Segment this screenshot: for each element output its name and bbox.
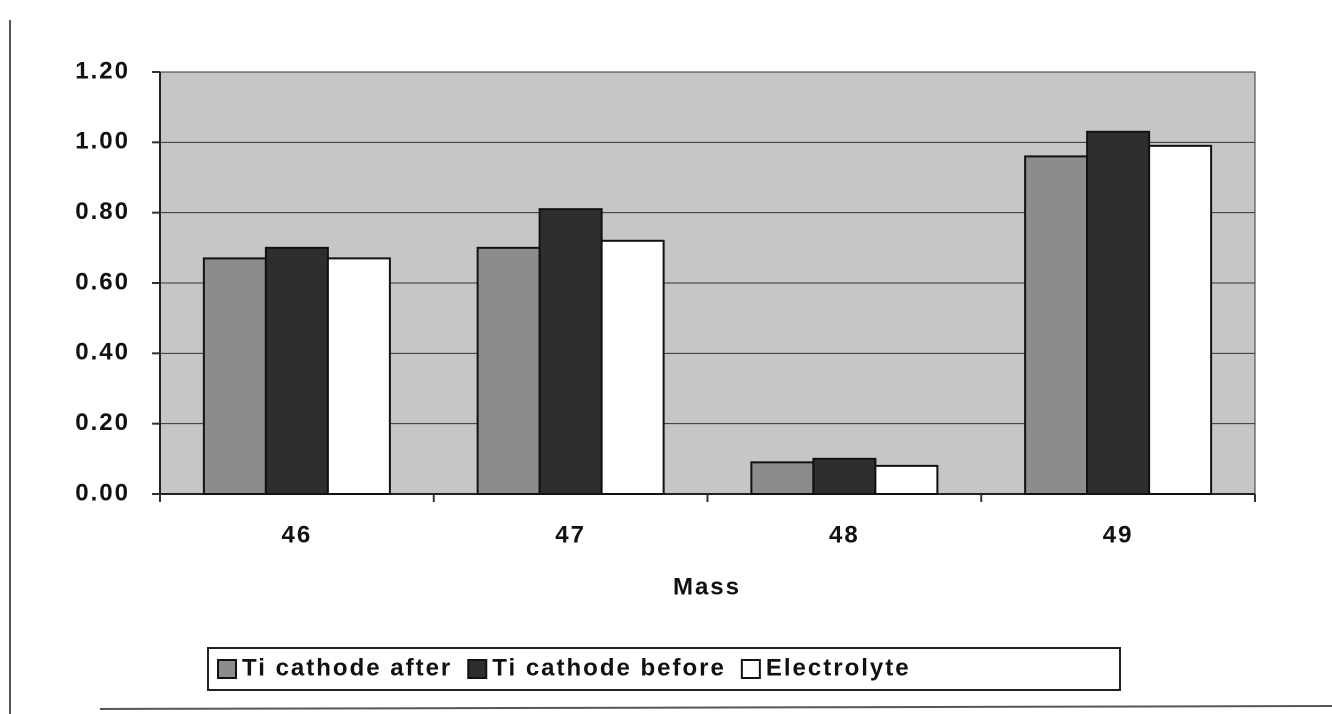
bar [202,257,267,495]
bar [600,239,665,495]
y-tick-label: 0.20 [75,409,130,436]
bar [812,457,877,496]
bar [538,208,603,495]
legend-label: Ti cathode before [492,654,726,681]
bar [326,257,391,495]
y-tick-label: 0.80 [75,198,130,225]
x-tick-label: 47 [555,521,586,548]
legend-label: Electrolyte [766,654,911,681]
x-axis-label: Mass [673,573,741,600]
legend-swatch [217,659,237,679]
bar [264,246,329,495]
legend [207,647,1121,691]
y-tick-label: 0.40 [75,339,130,366]
x-tick-label: 49 [1103,521,1134,548]
frame-edge [99,705,1332,710]
y-tick-label: 0.60 [75,268,130,295]
y-tick-label: 1.00 [75,128,130,155]
y-tick-label: 1.20 [75,57,130,84]
bar [874,464,939,496]
x-tick-label: 46 [282,521,313,548]
bar [750,461,815,496]
legend-label: Ti cathode after [242,654,452,681]
bar [476,246,541,495]
x-tick-label: 48 [829,521,860,548]
legend-swatch [740,659,761,679]
bar [1148,144,1213,495]
bar [1086,130,1151,496]
legend-swatch [467,659,488,679]
bar [1024,155,1089,495]
y-tick-label: 0.00 [75,479,130,506]
